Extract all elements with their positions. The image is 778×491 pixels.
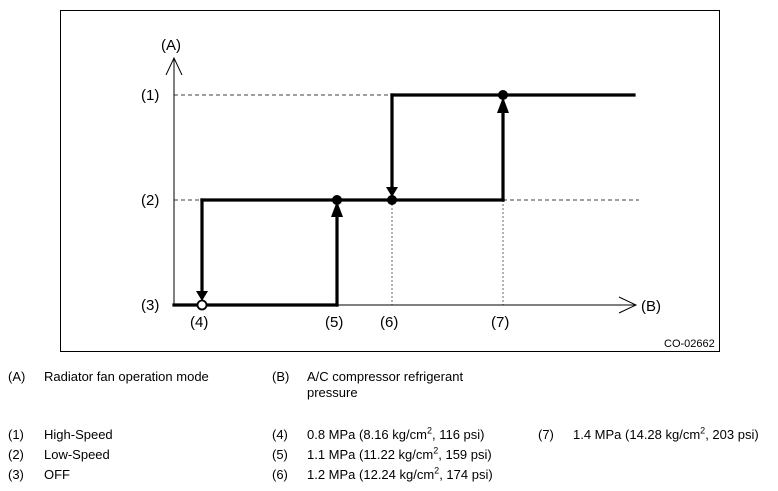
x-point-5-label: (5) xyxy=(325,314,343,331)
legend-key-6: (6) xyxy=(272,467,288,482)
arrow-down-6-icon xyxy=(386,187,398,197)
x-point-6-label: (6) xyxy=(380,314,398,331)
figure-code: CO-02662 xyxy=(664,338,715,350)
legend-key-2: (2) xyxy=(8,447,24,462)
legend-text-a: Radiator fan operation mode xyxy=(44,369,209,384)
diagram-frame: (A) (B) (1) (2) (3) (4) (5) (6) (7) CO-0… xyxy=(60,10,720,352)
x-axis-arrow-icon xyxy=(618,296,638,314)
legend-key-a: (A) xyxy=(8,369,26,384)
legend-key-b: (B) xyxy=(272,369,290,384)
legend-text-7: 1.4 MPa (14.28 kg/cm2, 203 psi) xyxy=(573,425,759,442)
legend-key-7: (7) xyxy=(538,427,554,442)
legend-text-2: Low-Speed xyxy=(44,447,110,462)
legend-text-b: A/C compressor refrigerant pressure xyxy=(307,369,464,400)
y-axis-label: (A) xyxy=(161,37,181,54)
arrow-down-4-icon xyxy=(196,291,208,301)
legend-text-4: 0.8 MPa (8.16 kg/cm2, 116 psi) xyxy=(307,425,485,442)
x-point-7-label: (7) xyxy=(491,314,509,331)
x-point-4-label: (4) xyxy=(190,314,208,331)
y-axis-arrow-icon xyxy=(165,56,183,76)
hysteresis-diagram: (A) (B) (1) (2) (3) (4) (5) (6) (7) CO-0… xyxy=(141,37,715,350)
legend-key-3: (3) xyxy=(8,467,24,482)
legend-text-3: OFF xyxy=(44,467,70,482)
arrow-up-7-icon xyxy=(497,97,509,113)
legend-text-6: 1.2 MPa (12.24 kg/cm2, 174 psi) xyxy=(307,465,493,482)
y-level-2-label: (2) xyxy=(141,192,159,209)
y-level-1-label: (1) xyxy=(141,87,159,104)
dot-point-7 xyxy=(498,90,508,100)
dot-point-5 xyxy=(332,195,342,205)
legend-text-1: High-Speed xyxy=(44,427,113,442)
dot-point-6 xyxy=(387,195,397,205)
y-level-3-label: (3) xyxy=(141,297,159,314)
arrow-up-5-icon xyxy=(331,201,343,217)
legend-key-5: (5) xyxy=(272,447,288,462)
legend-text-5: 1.1 MPa (11.22 kg/cm2, 159 psi) xyxy=(307,445,492,462)
legend-key-4: (4) xyxy=(272,427,288,442)
x-axis-label: (B) xyxy=(641,298,661,315)
operation-path xyxy=(172,93,636,307)
legend-key-1: (1) xyxy=(8,427,24,442)
dot-point-4-open xyxy=(196,299,208,311)
